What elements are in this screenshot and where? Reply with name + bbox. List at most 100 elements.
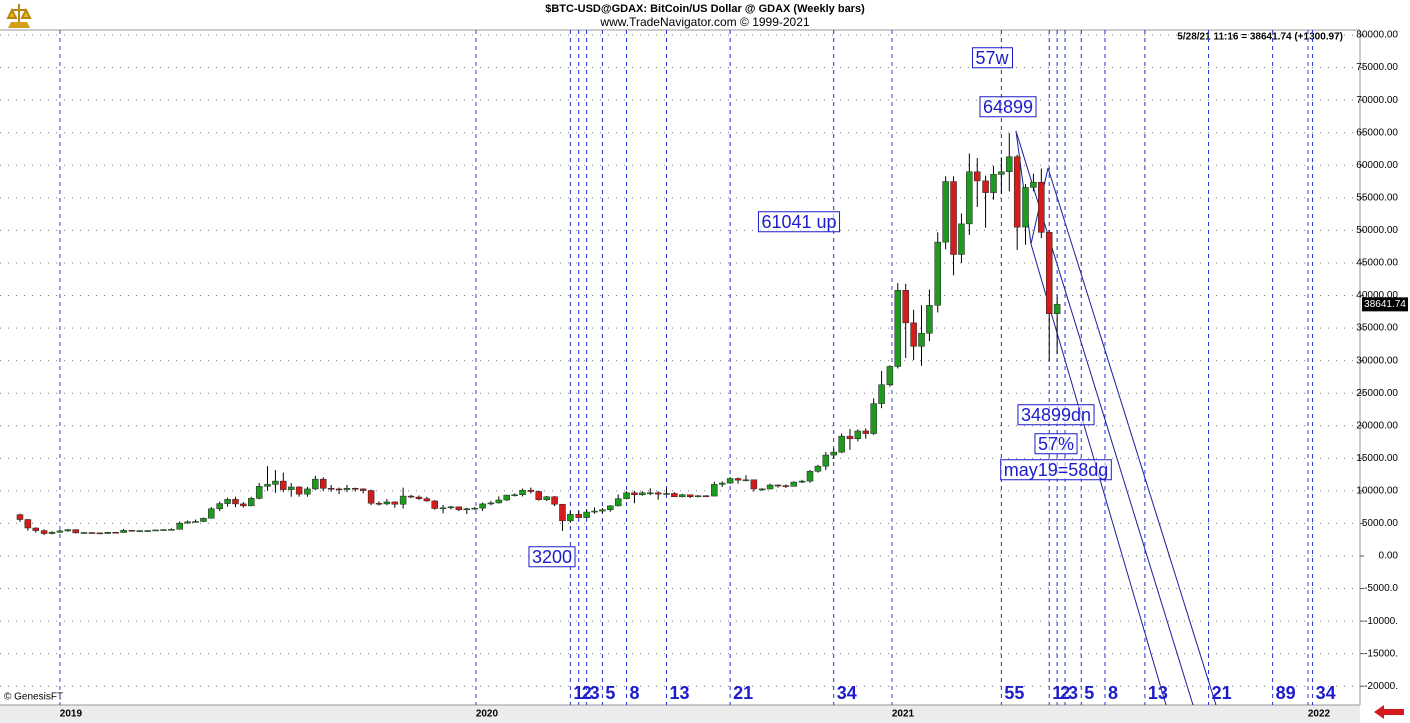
candle-body [184, 521, 191, 524]
candle-body [854, 430, 862, 440]
candle-body [758, 488, 766, 491]
logo-base [8, 22, 30, 28]
y-tick-label: 60000.00 [1356, 160, 1398, 171]
candle-body [686, 494, 694, 497]
candle-body [711, 484, 718, 497]
candle-body [383, 501, 391, 505]
candle-body [926, 305, 933, 334]
candle-body [176, 522, 183, 530]
candle-body [750, 479, 758, 490]
y-tick-label: 80000.00 [1356, 30, 1398, 41]
candle-body [1045, 232, 1053, 314]
candle-body [862, 430, 870, 434]
time-line-label: 8 [630, 683, 640, 703]
candle-body [519, 489, 526, 496]
annotation-low: 3200 [532, 547, 572, 567]
candle-body [160, 529, 167, 531]
candle-body [718, 482, 726, 485]
candle-body [343, 488, 351, 490]
candle-body [950, 181, 957, 255]
candle-body [694, 495, 702, 498]
annotation: 57% [1038, 434, 1074, 454]
y-tick-label: 70000.00 [1356, 95, 1398, 106]
last-price-label: 38641.74 [1364, 299, 1406, 310]
candle-body [248, 498, 255, 507]
annotation-high: 64899 [983, 97, 1033, 117]
candle-body [375, 502, 383, 505]
time-line-label: 5 [605, 683, 615, 703]
time-line-label: 8 [1108, 683, 1118, 703]
candle-body [567, 514, 574, 522]
candle-body [112, 531, 119, 534]
annotation-box [1034, 433, 1078, 455]
candle-body [431, 500, 439, 509]
candle-body [894, 290, 902, 367]
time-line-label: 34 [837, 683, 857, 703]
candle-body [128, 530, 136, 532]
candle-body [671, 493, 678, 497]
candle-body [487, 502, 495, 505]
candle-body [575, 514, 582, 518]
candle-body [495, 499, 503, 504]
x-tick-label: 2021 [892, 709, 915, 720]
candle-body [415, 496, 423, 499]
y-tick-label: 50000.00 [1356, 225, 1398, 236]
candle-body [399, 495, 407, 505]
candle-body [287, 486, 295, 490]
candle-body [88, 532, 96, 534]
candle-body [168, 529, 175, 531]
candle-body [1053, 304, 1061, 314]
chart-title: $BTC-USD@GDAX: BitCoin/US Dollar @ GDAX … [545, 3, 865, 15]
y-tick-label: 5000.00 [1362, 518, 1399, 529]
candle-body [40, 530, 48, 534]
candle-body [423, 498, 431, 502]
scroll-arrow[interactable] [1374, 705, 1404, 719]
candle-body [455, 506, 463, 511]
candle-body [48, 531, 56, 534]
candle-body [958, 223, 965, 255]
candle-body [1013, 156, 1021, 228]
y-tick-label: 0.00 [1379, 551, 1399, 562]
time-line-label: 3 [1068, 683, 1078, 703]
annotation: 34899dn [1021, 405, 1091, 425]
annotation-box [971, 47, 1014, 69]
candle-body [599, 509, 606, 512]
y-tick-label: 20000.00 [1356, 420, 1398, 431]
time-line-label: 34 [1316, 683, 1336, 703]
candle-body [934, 241, 941, 306]
time-line-label: 3 [590, 683, 600, 703]
candle-body [663, 493, 670, 495]
y-tick-label: 35000.00 [1356, 323, 1398, 334]
candle-body [304, 488, 311, 495]
candle-body [966, 171, 973, 225]
candle-body [463, 508, 471, 511]
candle-body [24, 519, 32, 529]
time-line-label: 13 [669, 683, 689, 703]
candle-body [990, 174, 997, 193]
y-tick-label: -10000. [1364, 616, 1398, 627]
candle-body [96, 532, 104, 535]
annotation-box [1000, 459, 1112, 481]
candle-body [830, 451, 837, 456]
candle-body [790, 481, 798, 487]
candle-body [264, 484, 271, 487]
candle-body [312, 478, 319, 490]
candle-body [479, 503, 486, 509]
candle-body [144, 530, 151, 532]
candle-body [870, 403, 877, 434]
time-line-label: 2 [582, 683, 592, 703]
candle-body [120, 530, 127, 533]
candle-body [136, 530, 144, 532]
annotation: 57w [975, 48, 1009, 68]
x-tick-label: 2022 [1308, 709, 1331, 720]
candle-body [998, 171, 1005, 175]
candle-body [910, 322, 917, 347]
candle-body [471, 507, 478, 510]
candle-body [551, 496, 558, 505]
candle-body [654, 492, 662, 495]
candle-body [327, 488, 335, 490]
time-line-label: 1 [573, 683, 583, 703]
